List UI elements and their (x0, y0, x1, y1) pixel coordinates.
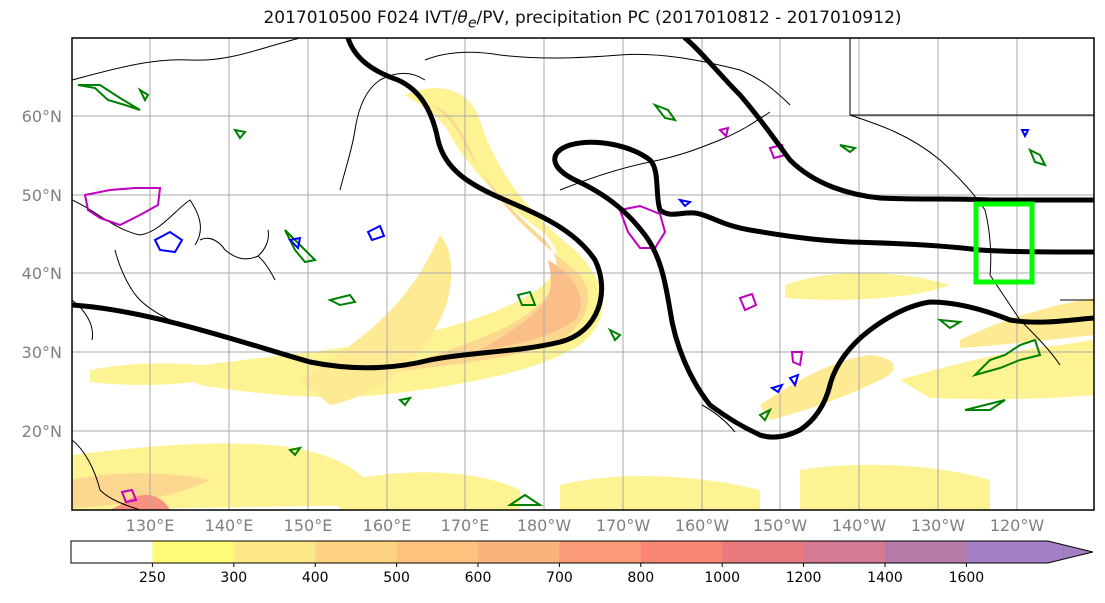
colorbar-segment (722, 541, 805, 563)
colorbar-segment (559, 541, 642, 563)
colorbar-tick-label: 1600 (949, 570, 985, 586)
lon-label: 170°E (441, 516, 490, 535)
colorbar-segment (396, 541, 479, 563)
colorbar-segment (315, 541, 398, 563)
colorbar-tick-label: 250 (139, 570, 166, 586)
map-title: 2017010500 F024 IVT/θe/PV, precipitation… (263, 8, 902, 32)
theta-e-contours (72, 38, 1094, 440)
colorbar-segment (966, 541, 1093, 563)
colorbar-segment (152, 541, 235, 563)
lat-label: 20°N (22, 422, 62, 441)
lon-label: 150°W (753, 516, 808, 535)
colorbar-tick-label: 600 (465, 570, 492, 586)
colorbar-tick-label: 1000 (704, 570, 740, 586)
lon-label: 120°W (990, 516, 1045, 535)
colorbar-tick-label: 300 (220, 570, 247, 586)
lon-label: 130°E (126, 516, 175, 535)
colorbar-segment (233, 541, 316, 563)
lon-label: 180°W (517, 516, 572, 535)
colorbar-tick-label: 1200 (786, 570, 822, 586)
colorbar-segment (803, 541, 886, 563)
pv-contours-blue (153, 129, 1030, 394)
colorbar-tick-label: 800 (627, 570, 654, 586)
colorbar-segment (885, 541, 967, 563)
pv-contours-green (77, 84, 1047, 506)
lon-label: 160°W (675, 516, 730, 535)
lat-label: 30°N (22, 343, 62, 362)
lat-label: 50°N (22, 186, 62, 205)
lon-label: 150°E (284, 516, 333, 535)
colorbar-tick-label: 400 (302, 570, 329, 586)
graticule (72, 38, 1094, 510)
lon-label: 170°W (596, 516, 651, 535)
colorbar: 250 300 400 500 600 700 800 1000 1200 1400 1600 (70, 540, 1093, 586)
lat-label: 40°N (22, 264, 62, 283)
pv-contours-magenta (83, 126, 804, 504)
lon-label: 140°W (832, 516, 887, 535)
latitude-labels: 60°N 50°N 40°N 30°N 20°N (22, 107, 62, 441)
colorbar-tick-label: 500 (383, 570, 410, 586)
colorbar-tick-label: 1400 (867, 570, 903, 586)
colorbar-segment (640, 541, 723, 563)
colorbar-tick-label: 700 (546, 570, 573, 586)
colorbar-outline (70, 540, 1093, 564)
lon-label: 140°E (205, 516, 254, 535)
lon-label: 160°E (363, 516, 412, 535)
lon-label: 130°W (911, 516, 966, 535)
colorbar-segment (71, 541, 153, 563)
colorbar-segment (478, 541, 560, 563)
map-frame (71, 37, 1095, 511)
target-region-box (973, 201, 1035, 285)
longitude-labels: 130°E 140°E 150°E 160°E 170°E 180°W 170°… (126, 516, 1045, 535)
lat-label: 60°N (22, 107, 62, 126)
